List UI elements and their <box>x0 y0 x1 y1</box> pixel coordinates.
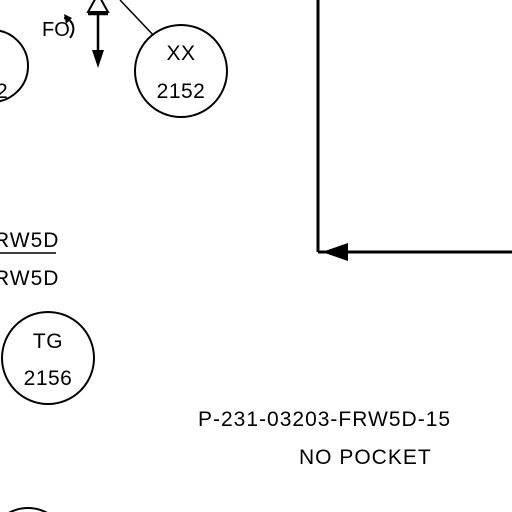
fail-action-arrowhead <box>64 14 72 24</box>
partial-instrument-bubble-bottom <box>8 507 48 512</box>
stem-arrowhead <box>92 50 104 68</box>
instrument-bubble-tg2156 <box>1 311 95 405</box>
fail-open-label: FO <box>42 19 70 41</box>
line-spec-upper: RW5D <box>0 229 59 252</box>
instrument-tag-prefix: TG <box>33 330 63 353</box>
line-spec-lower: RW5D <box>0 267 59 290</box>
pipe-note: NO POCKET <box>299 446 432 469</box>
pipe-line-number: P-231-03203-FRW5D-15 <box>198 408 451 431</box>
partial-bubble-number: 2 <box>0 80 8 103</box>
instrument-tag-prefix: XX <box>166 42 195 65</box>
instrument-tag-number: 2152 <box>157 80 206 103</box>
partial-instrument-bubble-top <box>0 29 29 103</box>
flow-arrowhead <box>322 243 348 261</box>
actuator-triangle <box>86 0 110 13</box>
instrument-bubble-xx2152 <box>134 24 228 118</box>
instrument-tag-number: 2156 <box>24 367 73 390</box>
leader-line-xx <box>119 0 157 39</box>
